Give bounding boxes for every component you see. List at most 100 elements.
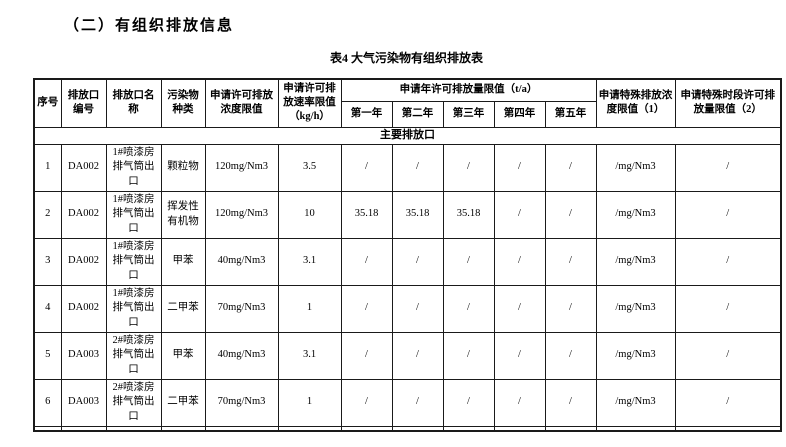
cell-special-conc: /mg/Nm3 bbox=[595, 190, 676, 239]
cell-year-4: / bbox=[493, 190, 546, 239]
cell-special-period: / bbox=[674, 331, 782, 380]
header-year-1: 第一年 bbox=[340, 100, 393, 128]
cell-conc-limit: 40mg/Nm3 bbox=[204, 331, 279, 380]
cell-special-period: / bbox=[674, 237, 782, 286]
cell-year-5: / bbox=[544, 190, 597, 239]
cell-seq: 2 bbox=[33, 190, 62, 239]
table-row: 1 DA002 1#喷漆房排气筒出口 颗粒物 120mg/Nm3 3.5 / /… bbox=[33, 143, 782, 192]
cell-rate-limit: 3.1 bbox=[277, 331, 342, 380]
cell-outlet-no: DA002 bbox=[60, 143, 107, 192]
cell-year-5: / bbox=[544, 378, 597, 427]
cell-conc-limit: 120mg/Nm3 bbox=[204, 143, 279, 192]
header-conc-limit: 申请许可排放浓度限值 bbox=[204, 78, 279, 128]
table-row: 5 DA003 2#喷漆房排气筒出口 甲苯 40mg/Nm3 3.1 / / /… bbox=[33, 331, 782, 380]
cell-outlet-no: DA002 bbox=[60, 284, 107, 333]
cell-year-2: 35.18 bbox=[391, 190, 444, 239]
cell-year-1: / bbox=[340, 143, 393, 192]
cell-year-2: / bbox=[391, 143, 444, 192]
cell-year-3: / bbox=[442, 237, 495, 286]
header-seq: 序号 bbox=[33, 78, 62, 128]
cell-special-conc: /mg/Nm3 bbox=[595, 284, 676, 333]
cell-year-3: 35.18 bbox=[442, 190, 495, 239]
cell-outlet-name: 2#喷漆房排气筒出口 bbox=[105, 378, 162, 427]
cell-conc-limit: 120mg/Nm3 bbox=[204, 190, 279, 239]
header-special-conc: 申请特殊排放浓度限值（1） bbox=[595, 78, 676, 128]
cell-outlet-no: DA003 bbox=[60, 378, 107, 427]
header-special-period: 申请特殊时段许可排放量限值（2） bbox=[674, 78, 782, 128]
cell-year-4: / bbox=[493, 143, 546, 192]
table-title: 表4 大气污染物有组织排放表 bbox=[329, 51, 483, 65]
table-row: 6 DA003 2#喷漆房排气筒出口 二甲苯 70mg/Nm3 1 / / / … bbox=[33, 378, 782, 427]
cell-pollutant: 甲苯 bbox=[160, 331, 206, 380]
header-pollutant: 污染物种类 bbox=[160, 78, 206, 128]
cell-conc-limit: 40mg/Nm3 bbox=[204, 237, 279, 286]
cell-year-3: / bbox=[442, 331, 495, 380]
cell-year-2: / bbox=[391, 237, 444, 286]
cell-special-conc: /mg/Nm3 bbox=[595, 378, 676, 427]
cell-special-conc: /mg/Nm3 bbox=[595, 143, 676, 192]
cell-outlet-no: DA002 bbox=[60, 190, 107, 239]
table-row: 4 DA002 1#喷漆房排气筒出口 二甲苯 70mg/Nm3 1 / / / … bbox=[33, 284, 782, 333]
cell-outlet-name: 1#喷漆房排气筒出口 bbox=[105, 143, 162, 192]
cell-pollutant: 二甲苯 bbox=[160, 284, 206, 333]
cell-year-1: / bbox=[340, 237, 393, 286]
emission-table: 序号 排放口编号 排放口名称 污染物种类 申请许可排放浓度限值 申请许可排放速率… bbox=[33, 78, 783, 432]
cell-year-4: / bbox=[493, 284, 546, 333]
cell-special-period: / bbox=[674, 378, 782, 427]
cell-special-conc: /mg/Nm3 bbox=[595, 237, 676, 286]
cell-year-2: / bbox=[391, 378, 444, 427]
table-header: 序号 排放口编号 排放口名称 污染物种类 申请许可排放浓度限值 申请许可排放速率… bbox=[33, 78, 782, 128]
cell-year-5: / bbox=[544, 143, 597, 192]
header-year-2: 第二年 bbox=[391, 100, 444, 128]
cell-seq: 1 bbox=[33, 143, 62, 192]
cell-rate-limit: 10 bbox=[277, 190, 342, 239]
cell-seq: 4 bbox=[33, 284, 62, 333]
cell-seq: 3 bbox=[33, 237, 62, 286]
cell-year-5: / bbox=[544, 237, 597, 286]
table-row: 3 DA002 1#喷漆房排气筒出口 甲苯 40mg/Nm3 3.1 / / /… bbox=[33, 237, 782, 286]
partial-row bbox=[33, 425, 782, 432]
cell-special-period: / bbox=[674, 190, 782, 239]
cell-special-conc: /mg/Nm3 bbox=[595, 331, 676, 380]
cell-year-3: / bbox=[442, 284, 495, 333]
section-row-main-outlets: 主要排放口 bbox=[33, 126, 782, 145]
section-heading: （二）有组织排放信息 bbox=[64, 18, 235, 34]
header-outlet-name: 排放口名称 bbox=[105, 78, 162, 128]
cell-year-2: / bbox=[391, 331, 444, 380]
cell-year-3: / bbox=[442, 378, 495, 427]
section-row-label: 主要排放口 bbox=[33, 126, 782, 145]
header-year-4: 第四年 bbox=[493, 100, 546, 128]
cell-seq: 6 bbox=[33, 378, 62, 427]
cell-year-4: / bbox=[493, 237, 546, 286]
cell-pollutant: 甲苯 bbox=[160, 237, 206, 286]
header-year-5: 第五年 bbox=[544, 100, 597, 128]
cell-year-1: / bbox=[340, 378, 393, 427]
table-body: 主要排放口 1 DA002 1#喷漆房排气筒出口 颗粒物 120mg/Nm3 3… bbox=[33, 126, 782, 432]
cell-outlet-name: 1#喷漆房排气筒出口 bbox=[105, 284, 162, 333]
header-rate-limit: 申请许可排放速率限值（kg/h） bbox=[277, 78, 342, 128]
cell-year-5: / bbox=[544, 284, 597, 333]
header-outlet-no: 排放口编号 bbox=[60, 78, 107, 128]
cell-pollutant: 二甲苯 bbox=[160, 378, 206, 427]
cell-year-1: / bbox=[340, 284, 393, 333]
cell-pollutant: 挥发性有机物 bbox=[160, 190, 206, 239]
cell-rate-limit: 3.1 bbox=[277, 237, 342, 286]
cell-year-3: / bbox=[442, 143, 495, 192]
cell-outlet-name: 1#喷漆房排气筒出口 bbox=[105, 237, 162, 286]
cell-special-period: / bbox=[674, 284, 782, 333]
cell-year-4: / bbox=[493, 378, 546, 427]
cell-pollutant: 颗粒物 bbox=[160, 143, 206, 192]
cell-seq: 5 bbox=[33, 331, 62, 380]
cell-outlet-name: 1#喷漆房排气筒出口 bbox=[105, 190, 162, 239]
cell-outlet-name: 2#喷漆房排气筒出口 bbox=[105, 331, 162, 380]
cell-year-1: / bbox=[340, 331, 393, 380]
cell-outlet-no: DA002 bbox=[60, 237, 107, 286]
cell-outlet-no: DA003 bbox=[60, 331, 107, 380]
cell-rate-limit: 1 bbox=[277, 284, 342, 333]
cell-conc-limit: 70mg/Nm3 bbox=[204, 378, 279, 427]
cell-rate-limit: 3.5 bbox=[277, 143, 342, 192]
header-annual-group: 申请年许可排放量限值（t/a） bbox=[340, 78, 597, 102]
cell-rate-limit: 1 bbox=[277, 378, 342, 427]
cell-year-5: / bbox=[544, 331, 597, 380]
cell-special-period: / bbox=[674, 143, 782, 192]
